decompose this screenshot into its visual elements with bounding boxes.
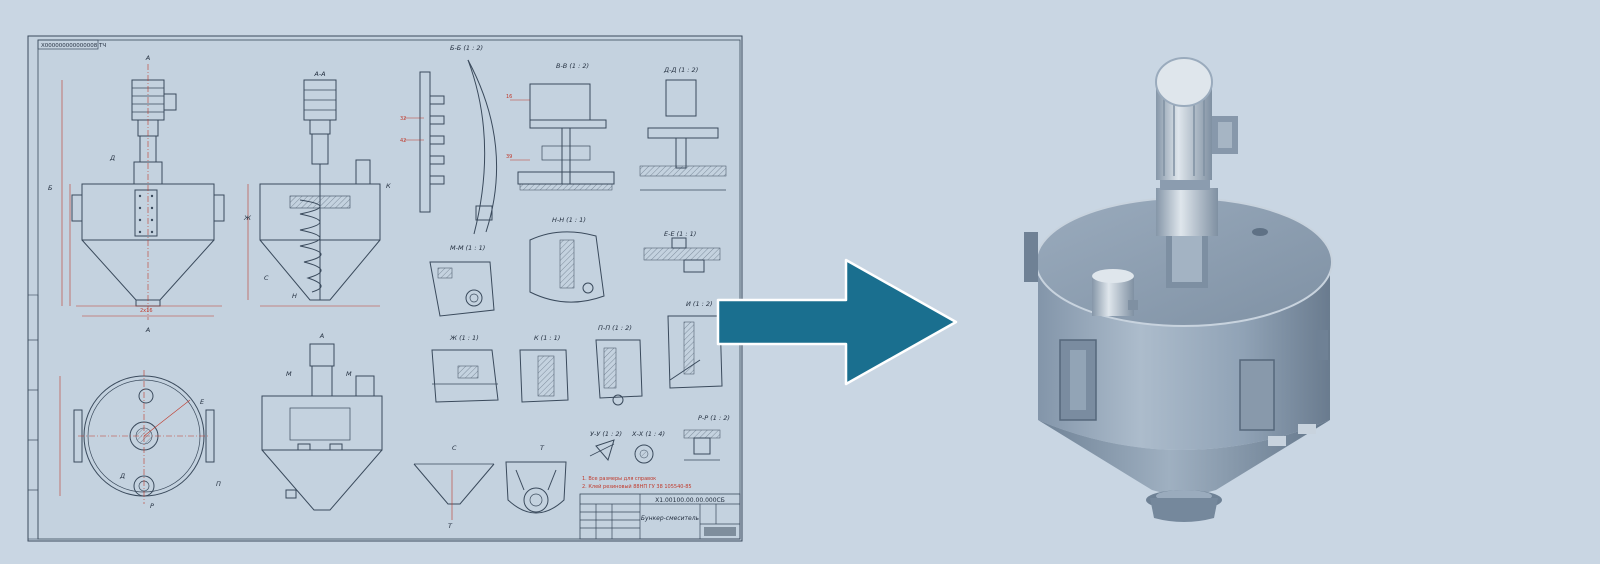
svg-text:С: С [264, 274, 269, 282]
svg-text:М: М [286, 370, 292, 378]
section-rr: Р-Р (1 : 2) [683, 414, 730, 461]
section-bb: Б-Б (1 : 2) 32 42 [400, 44, 498, 235]
section-pp: П-П (1 : 2) [595, 324, 643, 406]
svg-text:42: 42 [400, 138, 406, 144]
svg-text:Б: Б [48, 184, 53, 192]
svg-text:М: М [346, 370, 352, 378]
label-a: А [319, 332, 324, 340]
label-aa: А-А [313, 70, 325, 78]
svg-text:Д: Д [119, 472, 125, 480]
label-dd: Д-Д (1 : 2) [663, 66, 698, 74]
label-nn: Н-Н (1 : 1) [552, 216, 586, 224]
drawing-sheet: Х000000000000008 ТЧ [27, 35, 743, 542]
label-s: С [452, 444, 457, 452]
svg-text:К: К [386, 182, 391, 190]
svg-text:А: А [145, 326, 150, 334]
label-bb: Б-Б (1 : 2) [450, 44, 483, 52]
section-vv: В-В (1 : 2) 16 39 [506, 62, 615, 191]
view-a: А М М [261, 332, 383, 511]
label-vv: В-В (1 : 2) [556, 62, 589, 70]
hopper-mixer-3d-icon [1024, 57, 1333, 522]
note-2: 2. Клей резиновый 88НП ГУ 38 105540-85 [582, 483, 692, 490]
label-k: К (1 : 1) [534, 334, 560, 342]
plan-view: Е Д П Р [59, 370, 221, 510]
section-zh: Ж (1 : 1) [431, 334, 499, 403]
view-s: С Т [413, 444, 495, 530]
binding-strip [27, 294, 39, 540]
section-aa: А-А С Н К Ж [243, 70, 391, 307]
drawing-title: Бункер-смеситель [641, 515, 700, 522]
label-zh: Ж (1 : 1) [449, 334, 479, 342]
doc-code: Х000000000000008 ТЧ [41, 43, 106, 49]
svg-text:32: 32 [400, 116, 406, 122]
section-mm: М-М (1 : 1) [429, 244, 495, 317]
label-rr: Р-Р (1 : 2) [698, 414, 730, 422]
label-mm: М-М (1 : 1) [450, 244, 485, 252]
label-xx: Х-Х (1 : 4) [631, 430, 665, 438]
section-xx: Х-Х (1 : 4) [631, 430, 665, 464]
section-ee: Е-Е (1 : 1) [643, 230, 721, 273]
view-t: Т [505, 444, 567, 514]
section-k: К (1 : 1) [519, 334, 569, 403]
note-1: 1. Все размеры для справок [582, 476, 656, 482]
section-uu: У-У (1 : 2) [589, 430, 622, 462]
label-pp: П-П (1 : 2) [598, 324, 632, 332]
front-view: А А Б Д 2x16 [48, 54, 225, 334]
label-t: Т [540, 444, 545, 452]
svg-text:П: П [216, 480, 221, 488]
doc-code-box: Х000000000000008 ТЧ [37, 39, 106, 50]
designation: Х1.00100.00.00.000СБ [655, 497, 725, 504]
svg-text:А: А [145, 54, 150, 62]
svg-text:2x16: 2x16 [140, 308, 153, 314]
svg-text:Н: Н [292, 292, 297, 300]
label-ee: Е-Е (1 : 1) [664, 230, 696, 238]
svg-text:39: 39 [506, 154, 512, 160]
svg-text:Т: Т [448, 522, 453, 530]
arrow-right-icon [716, 258, 958, 386]
label-i: И (1 : 2) [686, 300, 713, 308]
title-block: Х1.00100.00.00.000СБ Бункер-смеситель [579, 493, 741, 540]
section-dd: Д-Д (1 : 2) [639, 66, 727, 191]
section-i: И (1 : 2) [667, 300, 723, 389]
label-uu: У-У (1 : 2) [590, 430, 622, 438]
svg-text:Ж: Ж [243, 214, 252, 222]
section-nn: Н-Н (1 : 1) [529, 216, 605, 303]
svg-text:Д: Д [109, 154, 115, 162]
svg-text:Е: Е [200, 398, 205, 406]
svg-text:Р: Р [150, 502, 154, 510]
notes: 1. Все размеры для справок 2. Клей резин… [582, 476, 692, 490]
svg-text:16: 16 [506, 94, 512, 100]
